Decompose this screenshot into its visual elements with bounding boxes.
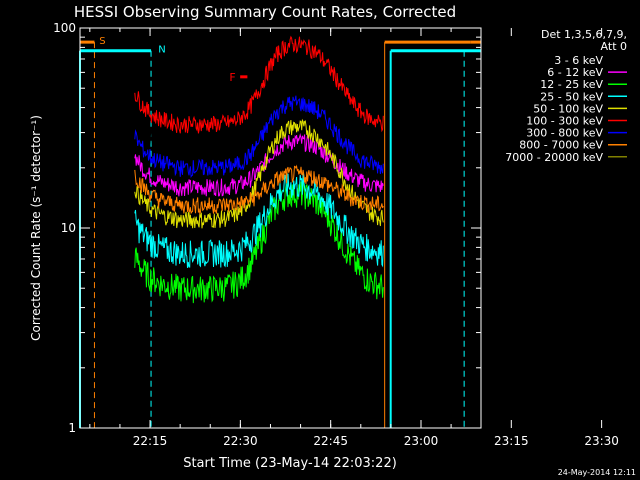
legend-entry-label: 6 - 12 keV [547,66,603,79]
x-tick-label: 22:30 [223,434,258,448]
flag-f-label: F [229,71,235,84]
legend-entry-label: 100 - 300 keV [526,115,603,128]
series-line [134,164,384,216]
series-line [134,95,384,179]
footer-date: 24-May-2014 12:11 [558,468,636,477]
legend-entry-label: 25 - 50 keV [540,90,603,103]
flag-s-label: S [99,36,105,47]
y-tick-label: 1 [68,421,76,435]
series-line [134,181,384,304]
x-axis-label: Start Time (23-May-14 22:03:22) [183,456,397,471]
legend-header-line1: Det 1,3,5,6,7,9, [541,28,627,41]
legend-entry-label: 12 - 25 keV [540,78,603,91]
legend-entry-label: 800 - 7000 keV [519,139,603,152]
legend-entry-label: 50 - 100 keV [533,102,603,115]
legend-entry-label: 3 - 6 keV [554,54,603,67]
legend-entry-label: 300 - 800 keV [526,127,603,140]
y-axis-label: Corrected Count Rate (s⁻¹ detector⁻¹) [29,115,43,341]
y-tick-label: 10 [61,221,76,235]
series-line [134,173,384,268]
x-tick-label: 23:15 [494,434,529,448]
legend-entry-label: 7000 - 20000 keV [505,151,603,164]
axes: 22:15 22:30 22:45 23:00 23:15 23:30 1 10 100 [53,21,619,448]
chart-title: HESSI Observing Summary Count Rates, Cor… [74,3,456,21]
flag-n-label: N [158,45,165,56]
series-group [134,35,384,304]
series-line [134,35,384,134]
x-tick-label: 23:00 [404,434,439,448]
series-line [134,76,384,159]
x-tick-label: 23:30 [584,434,619,448]
x-tick-label: 22:45 [313,434,348,448]
y-tick-label: 100 [53,21,76,35]
series-line [134,118,384,229]
legend-header-line2: Att 0 [601,40,627,53]
x-tick-label: 22:15 [133,434,168,448]
